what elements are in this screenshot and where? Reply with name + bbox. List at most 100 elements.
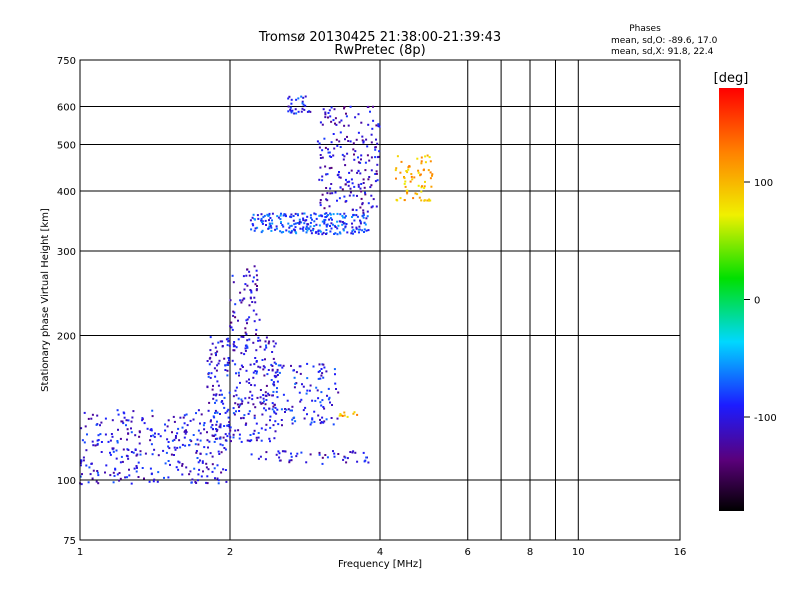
data-point xyxy=(321,193,324,196)
data-point xyxy=(318,224,321,227)
data-point xyxy=(211,342,214,345)
data-point xyxy=(317,230,320,233)
data-point xyxy=(320,214,323,217)
data-point xyxy=(372,198,375,201)
data-point xyxy=(197,461,200,464)
data-point xyxy=(268,437,271,440)
data-point xyxy=(273,410,275,413)
data-point xyxy=(111,435,114,438)
data-point xyxy=(341,188,344,191)
data-point xyxy=(264,340,267,343)
data-point xyxy=(420,162,423,165)
data-point xyxy=(347,184,350,187)
data-point xyxy=(84,425,87,428)
data-point xyxy=(291,418,294,421)
data-point xyxy=(417,171,420,174)
data-point xyxy=(355,226,358,229)
data-point xyxy=(428,198,431,201)
data-point xyxy=(325,229,328,231)
data-point xyxy=(195,412,197,415)
data-point xyxy=(149,439,152,442)
data-point xyxy=(257,436,260,439)
data-point xyxy=(290,231,293,234)
data-point xyxy=(316,140,319,143)
data-point xyxy=(88,466,91,469)
data-point xyxy=(400,160,403,163)
data-point xyxy=(248,439,251,442)
data-point xyxy=(306,413,308,416)
data-point xyxy=(325,187,328,189)
data-point xyxy=(371,127,374,130)
data-point xyxy=(83,411,86,414)
data-point xyxy=(125,424,127,427)
data-point xyxy=(342,158,345,161)
data-point xyxy=(226,369,229,372)
data-point xyxy=(266,373,269,376)
data-point xyxy=(231,328,234,331)
data-point xyxy=(137,461,140,464)
data-point xyxy=(306,229,309,232)
data-point xyxy=(189,439,192,442)
data-point xyxy=(149,467,152,470)
data-point xyxy=(395,167,398,170)
data-point xyxy=(268,212,271,215)
data-point xyxy=(99,433,102,436)
data-point xyxy=(104,433,107,436)
data-point xyxy=(329,230,332,233)
data-point xyxy=(224,411,227,414)
data-point xyxy=(209,420,212,423)
data-point xyxy=(301,100,304,103)
x-tick-label: 2 xyxy=(227,547,233,558)
data-point xyxy=(412,197,415,200)
data-point xyxy=(193,467,196,470)
data-point xyxy=(188,473,191,476)
data-point xyxy=(237,397,240,400)
data-point xyxy=(268,407,271,410)
data-point xyxy=(342,458,345,461)
data-point xyxy=(152,480,155,483)
data-point xyxy=(235,372,237,375)
data-point xyxy=(235,394,238,397)
data-point xyxy=(323,222,326,225)
x-axis-label: Frequency [MHz] xyxy=(338,559,422,570)
data-point xyxy=(251,223,254,225)
data-point xyxy=(207,446,209,449)
data-point xyxy=(243,288,246,291)
data-point xyxy=(185,429,187,432)
data-point xyxy=(273,411,276,414)
data-point xyxy=(263,407,266,410)
data-point xyxy=(227,361,230,364)
data-point xyxy=(333,455,336,458)
data-point xyxy=(329,217,332,220)
data-point xyxy=(429,160,432,163)
data-point xyxy=(330,166,333,169)
data-point xyxy=(259,339,262,342)
data-point xyxy=(215,399,218,402)
data-point xyxy=(290,111,293,114)
data-point xyxy=(262,365,265,368)
data-point xyxy=(196,457,199,459)
data-point xyxy=(92,444,95,447)
data-point xyxy=(199,459,201,462)
data-point xyxy=(264,394,267,397)
data-point xyxy=(212,393,215,396)
data-point xyxy=(87,481,90,484)
data-point xyxy=(235,386,238,389)
data-point xyxy=(186,424,189,427)
data-point xyxy=(313,410,316,413)
data-point xyxy=(260,427,263,430)
data-point xyxy=(419,173,422,176)
data-point xyxy=(271,351,274,353)
data-point xyxy=(339,220,342,223)
data-point xyxy=(104,417,107,420)
data-point xyxy=(264,391,267,394)
data-point xyxy=(229,436,232,439)
data-point xyxy=(330,156,333,158)
data-point xyxy=(227,337,230,340)
data-point xyxy=(167,460,170,462)
data-point xyxy=(364,193,367,196)
data-point xyxy=(356,460,359,463)
data-point xyxy=(82,456,85,459)
data-point xyxy=(326,199,329,202)
data-point xyxy=(350,178,353,181)
